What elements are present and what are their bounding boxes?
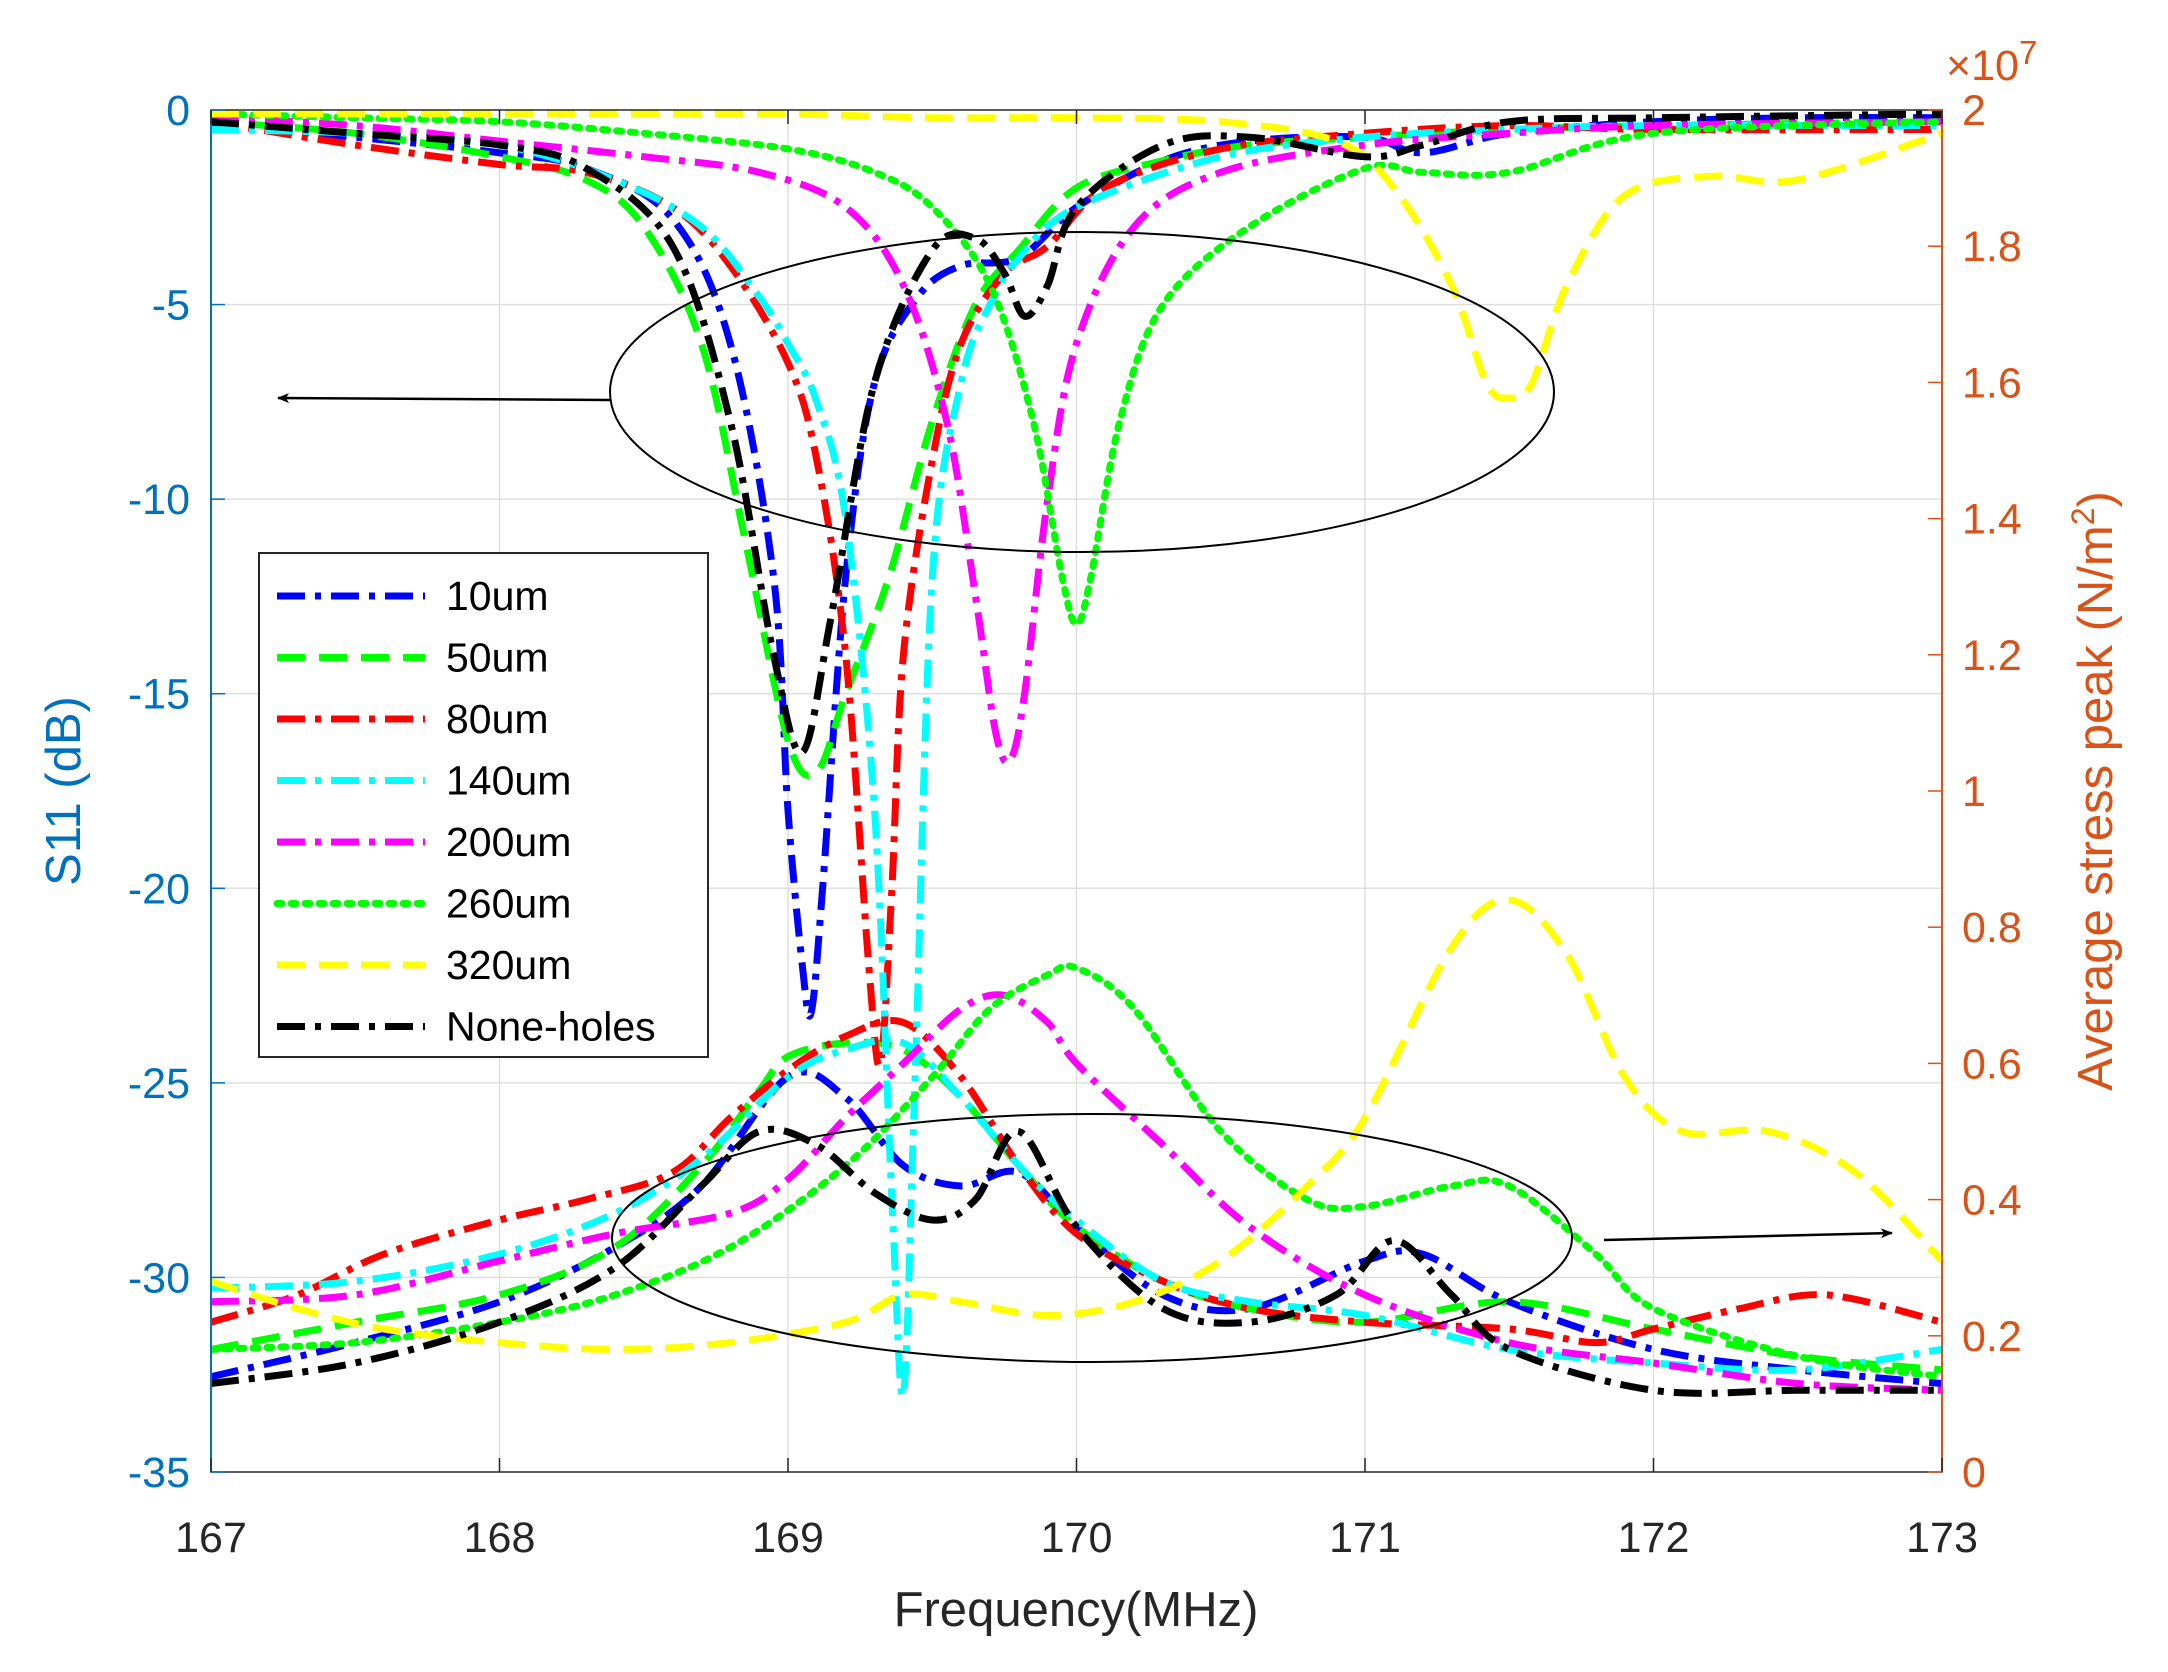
right-axis-exponent-base: ×10: [1946, 42, 2019, 90]
x-tick-label: 169: [752, 1514, 824, 1562]
series-260um-stress: [211, 962, 1942, 1381]
left-y-axis-label: S11 (dB): [37, 696, 91, 886]
legend-box: [258, 552, 709, 1058]
left-tick-label: 0: [166, 87, 190, 135]
legend: 10um 50um 80um 140um 200um 260um 320um None-hol…: [258, 552, 709, 1058]
legend-label-200um: 200um: [446, 819, 571, 865]
right-axis-exponent: ×107: [1946, 34, 2037, 90]
right-tick-label: 1: [1962, 768, 1986, 816]
legend-label-320um: 320um: [446, 942, 571, 988]
series-140um-s11: [211, 121, 1942, 1400]
left-tick-label: -10: [128, 476, 190, 524]
series-200um-stress: [211, 991, 1942, 1394]
x-tick-label: 170: [1041, 1514, 1113, 1562]
right-tick-label: 0: [1962, 1449, 1986, 1497]
series-320um-stress: [211, 896, 1942, 1353]
legend-label-none-holes: None-holes: [446, 1004, 656, 1050]
left-tick-label: -35: [128, 1449, 190, 1497]
right-tick-label: 2: [1962, 87, 1986, 135]
left-tick-label: -25: [128, 1060, 190, 1108]
x-tick-label: 173: [1906, 1514, 1978, 1562]
left-tick-label: -20: [128, 865, 190, 913]
left-tick-label: -15: [128, 671, 190, 719]
legend-label-140um: 140um: [446, 758, 571, 804]
series-50um-s11: [211, 118, 1942, 779]
right-tick-label: 1.6: [1962, 359, 2022, 407]
right-y-axis-label-sup: 2: [2065, 507, 2101, 525]
right-tick-label: 1.2: [1962, 632, 2022, 680]
series-layer: [211, 110, 1942, 1400]
series-none-holes-s11: [211, 110, 1942, 757]
right-tick-label: 0.4: [1962, 1177, 2022, 1225]
right-y-axis-label-end: ): [2069, 491, 2123, 507]
left-tick-label: -5: [152, 282, 190, 330]
x-tick-label: 167: [175, 1514, 247, 1562]
stress-group-arrow: [1603, 1228, 1893, 1242]
series-50um-stress: [211, 1038, 1942, 1374]
legend-label-10um: 10um: [446, 573, 549, 619]
axes: 167 168 169 170 171 172 173 0 -5 -10 -15 -20 -25 -30 -…: [128, 87, 2022, 1562]
legend-label-260um: 260um: [446, 881, 571, 927]
series-10um-s11: [211, 113, 1942, 1020]
right-tick-label: 0.2: [1962, 1313, 2022, 1361]
legend-label-50um: 50um: [446, 635, 549, 681]
stress-group-ellipse: [611, 1113, 1573, 1363]
series-200um-s11: [211, 114, 1942, 766]
right-tick-label: 1.8: [1962, 223, 2022, 271]
right-tick-label: 0.6: [1962, 1040, 2022, 1088]
s11-group-arrow: [277, 393, 611, 404]
right-y-axis-label: Average stress peak (N/m2): [2065, 491, 2123, 1091]
series-320um-s11: [211, 110, 1942, 402]
x-tick-label: 168: [464, 1514, 536, 1562]
x-tick-label: 171: [1329, 1514, 1401, 1562]
right-y-axis-label-main: Average stress peak (N/m: [2069, 525, 2123, 1091]
right-tick-label: 0.8: [1962, 904, 2022, 952]
x-axis-label: Frequency(MHz): [894, 1583, 1259, 1637]
series-none-holes-stress: [211, 1125, 1942, 1397]
left-tick-label: -30: [128, 1254, 190, 1302]
annotations: [277, 231, 1893, 1363]
right-axis-exponent-power: 7: [2019, 34, 2037, 71]
s11-group-ellipse: [609, 231, 1555, 553]
series-260um-s11: [211, 110, 1942, 628]
legend-label-80um: 80um: [446, 696, 549, 742]
right-tick-label: 1.4: [1962, 496, 2022, 544]
x-tick-label: 172: [1618, 1514, 1690, 1562]
